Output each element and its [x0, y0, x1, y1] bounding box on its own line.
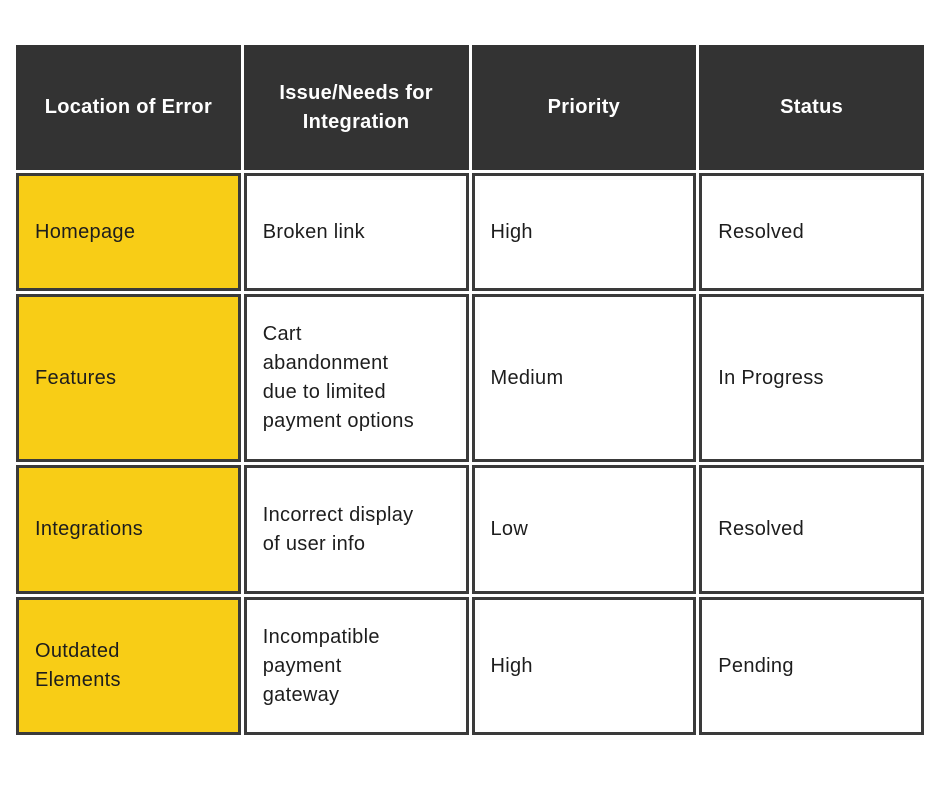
table-row: Outdated Elements Incompatible payment g…	[16, 597, 924, 735]
location-cell: Integrations	[16, 465, 241, 594]
table-row: Homepage Broken link High Resolved	[16, 173, 924, 291]
issue-cell: Broken link	[243, 173, 469, 291]
issue-cell: Cart abandonment due to limited payment …	[243, 294, 469, 462]
location-cell: Features	[16, 294, 241, 462]
status-cell: Resolved	[699, 465, 924, 594]
priority-cell: High	[471, 597, 697, 735]
issue-cell: Incompatible payment gateway	[243, 597, 469, 735]
issue-table: Location of Error Issue/Needs for Integr…	[13, 42, 927, 738]
issue-cell: Incorrect display of user info	[243, 465, 469, 594]
table-row: Integrations Incorrect display of user i…	[16, 465, 924, 594]
location-cell: Homepage	[16, 173, 241, 291]
header-cell-location: Location of Error	[16, 45, 241, 170]
header-cell-status: Status	[699, 45, 924, 170]
table-row: Features Cart abandonment due to limited…	[16, 294, 924, 462]
header-cell-priority: Priority	[471, 45, 697, 170]
priority-cell: High	[471, 173, 697, 291]
header-cell-issue: Issue/Needs for Integration	[243, 45, 469, 170]
priority-cell: Medium	[471, 294, 697, 462]
header-row: Location of Error Issue/Needs for Integr…	[16, 45, 924, 170]
status-cell: Pending	[699, 597, 924, 735]
priority-cell: Low	[471, 465, 697, 594]
status-cell: In Progress	[699, 294, 924, 462]
status-cell: Resolved	[699, 173, 924, 291]
location-cell: Outdated Elements	[16, 597, 241, 735]
